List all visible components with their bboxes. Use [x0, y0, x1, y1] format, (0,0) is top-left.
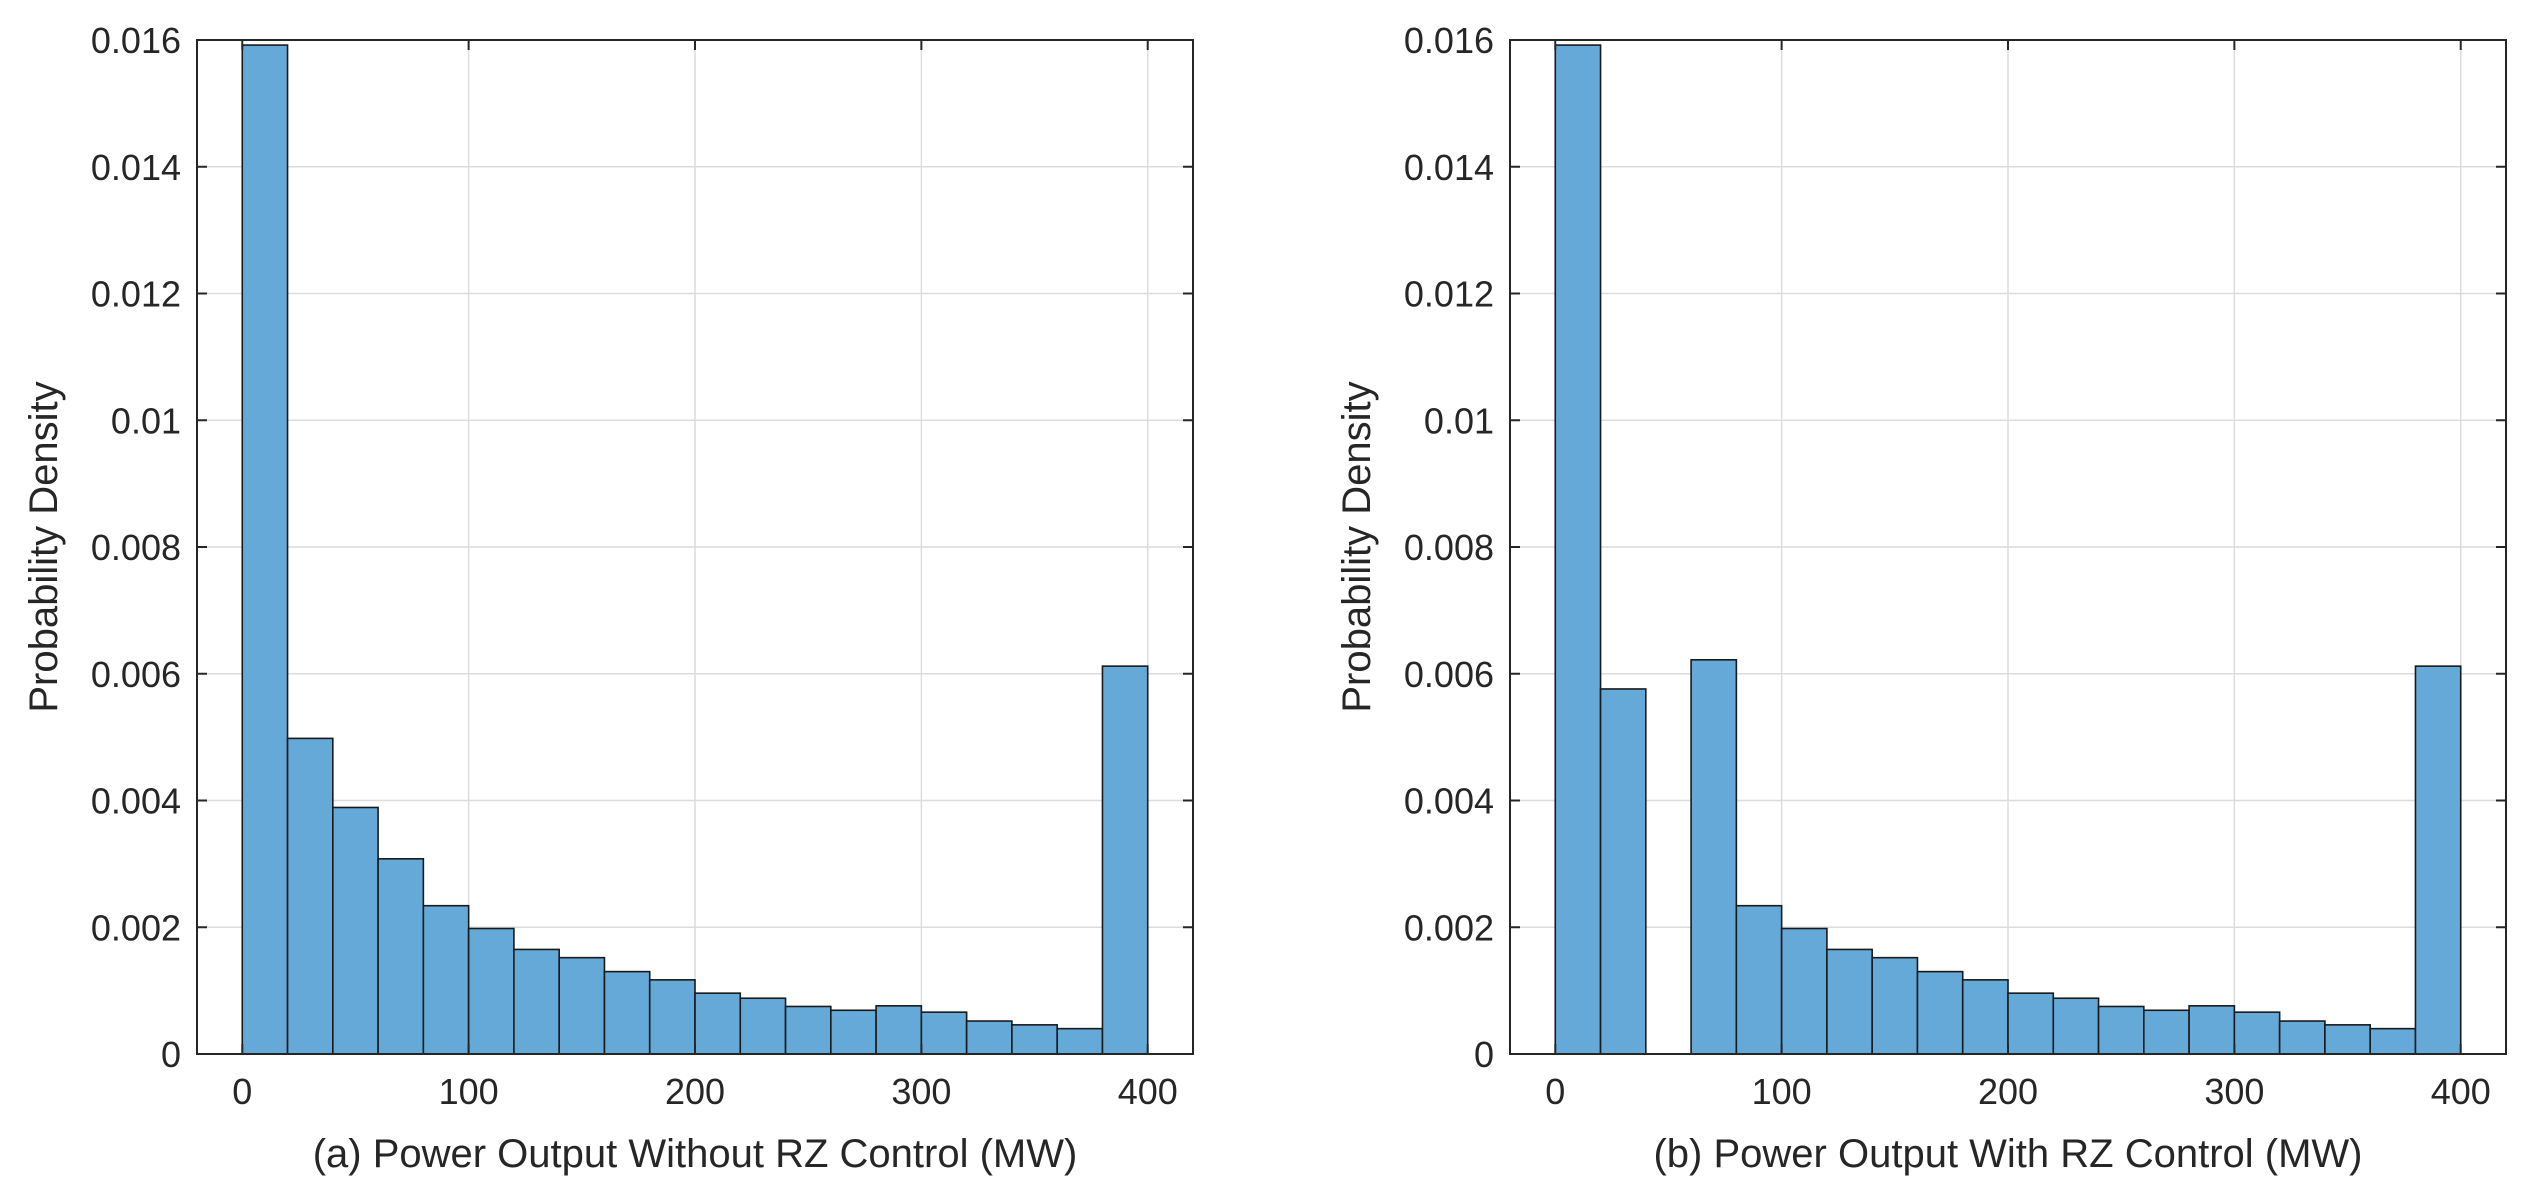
x-tick-label: 0	[232, 1071, 252, 1112]
x-axis-label: (a) Power Output Without RZ Control (MW)	[313, 1132, 1078, 1176]
x-tick-label: 100	[1752, 1071, 1812, 1112]
y-tick-label: 0.012	[1404, 274, 1494, 315]
x-tick-label: 0	[1545, 1071, 1565, 1112]
histogram-bar	[1101, 665, 1149, 1055]
y-axis-label: Probability Density	[22, 381, 66, 712]
histogram-bar	[1871, 956, 1919, 1055]
histogram-bar	[875, 1005, 923, 1055]
y-tick-label: 0.008	[91, 527, 181, 568]
y-tick-label: 0.01	[111, 400, 181, 441]
histogram-bar	[694, 992, 742, 1055]
histogram-panel-a: 0 100 200 300 400 0 0.002 0.004 0.006 0.008 0.01 0.…	[22, 20, 1194, 1176]
histogram-bar	[830, 1009, 877, 1055]
y-tick-label: 0.008	[1404, 527, 1494, 568]
histogram-bar	[558, 956, 606, 1055]
histogram-bar	[2143, 1009, 2190, 1055]
y-tick-label: 0.002	[91, 907, 181, 948]
histogram-bar	[2097, 1005, 2145, 1055]
histogram-bar	[1780, 927, 1828, 1055]
y-tick-label: 0.014	[91, 147, 181, 188]
y-tick-label: 0	[1474, 1034, 1494, 1075]
histogram-bar	[1735, 904, 1783, 1055]
histogram-bar	[1826, 948, 1873, 1055]
histogram-bar	[241, 44, 289, 1055]
y-tick-label: 0.016	[1404, 20, 1494, 61]
y-tick-label: 0.01	[1424, 400, 1494, 441]
histogram-bar	[2369, 1027, 2417, 1055]
y-tick-label: 0.004	[91, 781, 181, 822]
x-tick-label: 400	[2431, 1071, 2491, 1112]
x-tick-label: 300	[891, 1071, 951, 1112]
histogram-bar	[2278, 1020, 2326, 1055]
histogram-bar	[1690, 659, 1738, 1055]
y-axis-label: Probability Density	[1335, 381, 1379, 712]
histogram-bar	[1961, 979, 2009, 1055]
y-tick-label: 0.004	[1404, 781, 1494, 822]
x-tick-label: 200	[665, 1071, 725, 1112]
histogram-bar	[377, 858, 425, 1055]
histogram-bar	[648, 979, 696, 1055]
y-tick-label: 0.006	[1404, 654, 1494, 695]
y-tick-label: 0.002	[1404, 907, 1494, 948]
x-tick-label: 300	[2204, 1071, 2264, 1112]
y-tick-label: 0.014	[1404, 147, 1494, 188]
histogram-panel-b: 0 100 200 300 400 0 0.002 0.004 0.006 0.008 0.01 0.…	[1335, 20, 2507, 1176]
histogram-bar	[332, 806, 379, 1055]
y-tick-label: 0.012	[91, 274, 181, 315]
y-tick-label: 0.006	[91, 654, 181, 695]
histogram-bar	[467, 927, 515, 1055]
histogram-bar	[422, 904, 470, 1055]
x-tick-label: 100	[439, 1071, 499, 1112]
histogram-bar	[1056, 1027, 1104, 1055]
x-axis-label: (b) Power Output With RZ Control (MW)	[1653, 1132, 2362, 1176]
histogram-bar	[1554, 44, 1602, 1055]
y-tick-label: 0	[161, 1034, 181, 1075]
histogram-bar	[2188, 1005, 2236, 1055]
histogram-bar	[920, 1011, 968, 1055]
histogram-bar	[2233, 1011, 2281, 1055]
histogram-bar	[1011, 1024, 1058, 1055]
histogram-bar	[2007, 992, 2055, 1055]
histogram-bar	[784, 1005, 832, 1055]
histogram-bar	[2052, 997, 2100, 1055]
histogram-bar	[603, 970, 651, 1055]
histogram-bar	[286, 737, 334, 1055]
x-tick-label: 400	[1118, 1071, 1178, 1112]
x-tick-label: 200	[1978, 1071, 2038, 1112]
histogram-bar	[1599, 688, 1647, 1055]
histogram-bar	[2414, 665, 2462, 1055]
histogram-bar	[1916, 970, 1964, 1055]
histogram-bar	[739, 997, 787, 1055]
histogram-bar	[2324, 1024, 2371, 1055]
histogram-bar	[965, 1020, 1013, 1055]
histogram-bar	[513, 948, 560, 1055]
y-tick-label: 0.016	[91, 20, 181, 61]
